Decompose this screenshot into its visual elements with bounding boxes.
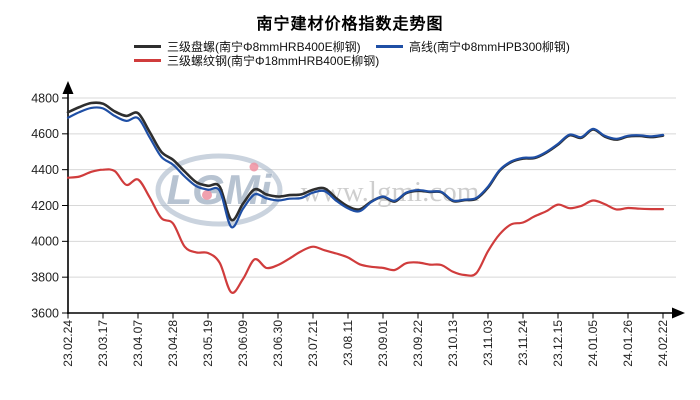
x-tick-label: 23.10.13 — [446, 320, 460, 367]
x-tick-label: 23.11.24 — [516, 320, 530, 366]
y-tick-label: 3800 — [31, 271, 59, 285]
legend-swatch-black-line — [134, 45, 161, 48]
y-tick-label: 4200 — [31, 199, 59, 213]
x-tick-label: 23.09.01 — [376, 320, 390, 367]
x-tick-label: 23.06.30 — [271, 320, 285, 367]
y-tick-label: 4400 — [31, 163, 59, 177]
x-tick-label: 23.09.22 — [411, 320, 425, 367]
y-tick-label: 4000 — [31, 235, 59, 249]
x-tick-label: 24.01.05 — [586, 320, 600, 367]
y-axis-arrow — [62, 81, 74, 94]
watermark-g-dot — [202, 190, 212, 200]
x-tick-label: 23.03.17 — [96, 320, 110, 367]
x-tick-label: 23.06.09 — [236, 320, 250, 367]
y-tick-label: 3600 — [31, 306, 59, 320]
legend-label-gaoxian: 高线(南宁Φ8mmHPB300柳钢) — [409, 40, 570, 54]
x-tick-label: 23.08.11 — [341, 320, 355, 366]
x-tick-label: 23.05.19 — [201, 320, 215, 367]
x-tick-label: 24.02.22 — [656, 320, 670, 367]
y-tick-label: 4800 — [31, 91, 59, 105]
legend-label-panluo: 三级盘螺(南宁Φ8mmHRB400E柳钢) — [167, 40, 361, 54]
x-axis-arrow — [672, 307, 685, 319]
legend-swatch-red-line — [134, 59, 161, 62]
x-tick-label: 23.04.28 — [166, 320, 180, 367]
series-line-luowen — [66, 168, 665, 294]
series-line-gaoxian — [66, 106, 665, 229]
chart-title: 南宁建材价格指数走势图 — [256, 16, 444, 33]
legend-item-luowen: 三级螺纹钢(南宁Φ18mmHRB400E柳钢) — [134, 54, 380, 68]
watermark-i-dot — [249, 162, 259, 172]
watermark-ellipse — [155, 153, 283, 227]
legend-label-luowen: 三级螺纹钢(南宁Φ18mmHRB400E柳钢) — [167, 54, 380, 68]
x-tick-label: 23.04.07 — [131, 320, 145, 367]
legend-item-gaoxian: 高线(南宁Φ8mmHPB300柳钢) — [376, 40, 570, 54]
y-tick-label: 4600 — [31, 127, 59, 141]
x-tick-label: 24.01.26 — [621, 320, 635, 367]
legend-swatch-blue-line — [376, 45, 403, 48]
x-tick-label: 23.02.24 — [61, 320, 75, 367]
x-tick-label: 23.07.21 — [306, 320, 320, 367]
x-tick-label: 23.12.15 — [551, 320, 565, 367]
legend-item-panluo: 三级盘螺(南宁Φ8mmHRB400E柳钢) — [134, 40, 361, 54]
x-tick-label: 23.11.03 — [481, 320, 495, 366]
